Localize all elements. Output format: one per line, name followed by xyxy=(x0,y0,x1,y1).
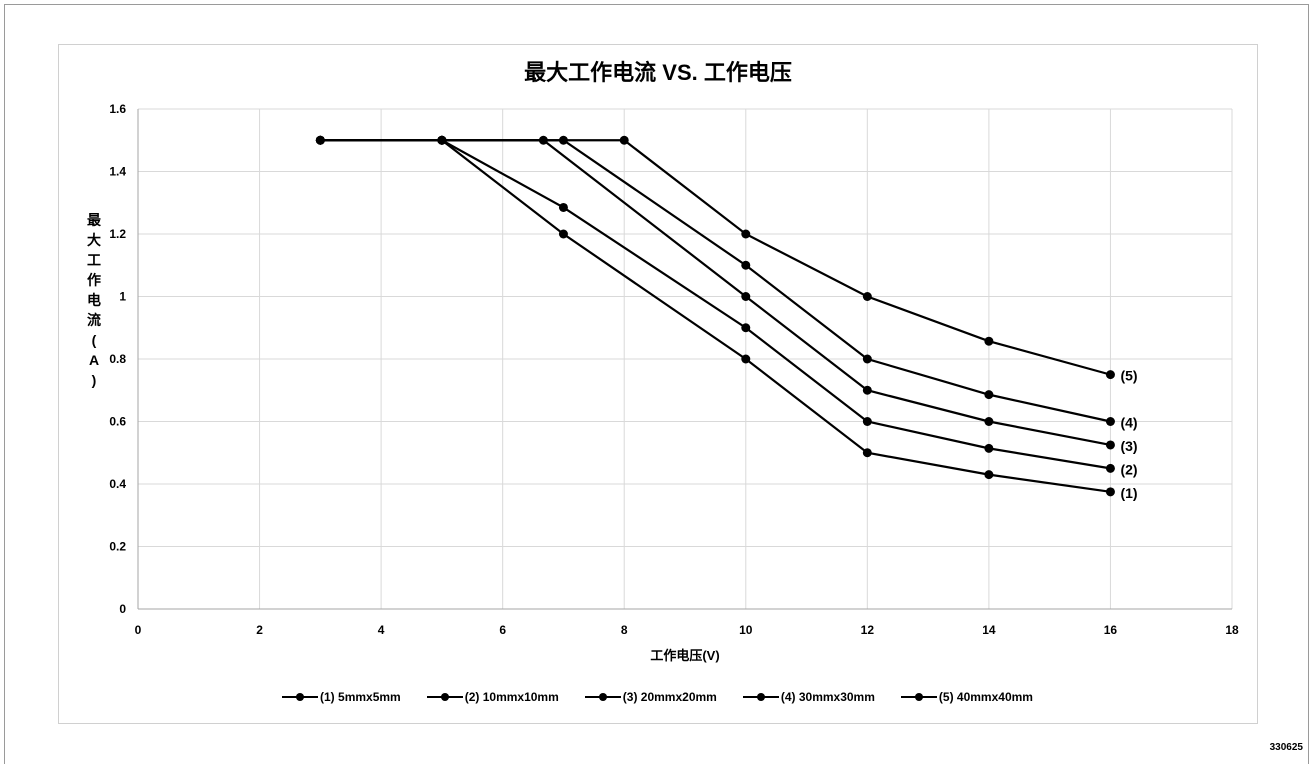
chart-area xyxy=(58,44,1258,724)
data-point xyxy=(862,417,872,426)
y-tick-label: 0 xyxy=(119,602,126,616)
x-tick-label: 0 xyxy=(135,623,142,637)
legend-label: (3) 20mmx20mm xyxy=(622,690,717,704)
y-tick-label: 0.6 xyxy=(109,415,126,429)
x-tick-label: 12 xyxy=(861,623,875,637)
x-tick-label: 18 xyxy=(1225,623,1239,637)
legend-swatch-marker xyxy=(756,693,765,701)
data-point xyxy=(984,443,994,453)
data-point xyxy=(619,135,629,145)
series-end-label: (4) xyxy=(1120,415,1137,431)
data-point xyxy=(1105,487,1115,497)
data-point xyxy=(558,202,568,212)
legend-item: (2) 10mmx10mm xyxy=(426,690,559,704)
document-number: 330625 xyxy=(1269,742,1303,753)
legend-item: (1) 5mmx5mm xyxy=(282,690,401,704)
legend-swatch-icon xyxy=(426,693,463,701)
y-axis-label: 最大工作电流(A) xyxy=(87,212,102,388)
data-point xyxy=(984,390,994,400)
x-tick-label: 10 xyxy=(739,623,753,637)
series-end-label: (5) xyxy=(1120,368,1137,384)
x-tick-label: 2 xyxy=(256,623,263,637)
data-point xyxy=(741,323,751,333)
legend-swatch-icon xyxy=(742,693,779,701)
y-tick-label: 0.2 xyxy=(109,540,126,554)
data-point xyxy=(1105,370,1115,380)
data-point xyxy=(1105,417,1115,426)
series-end-label: (3) xyxy=(1120,438,1137,454)
series-end-label: (1) xyxy=(1120,485,1137,501)
y-tick-label: 1.2 xyxy=(109,227,126,241)
x-tick-label: 6 xyxy=(499,623,506,637)
legend-swatch-marker xyxy=(296,693,305,701)
y-tick-label: 1.6 xyxy=(109,102,126,116)
legend-label: (5) 40mmx40mm xyxy=(938,690,1033,704)
data-point xyxy=(741,260,751,270)
data-point xyxy=(862,292,872,301)
series-line xyxy=(320,139,1111,423)
legend-swatch-marker xyxy=(914,693,923,701)
legend-swatch-marker xyxy=(598,693,607,701)
data-point xyxy=(315,135,325,145)
legend-label: (4) 30mmx30mm xyxy=(780,690,875,704)
y-tick-label: 0.4 xyxy=(109,477,126,491)
data-point xyxy=(862,354,872,364)
legend-label: (1) 5mmx5mm xyxy=(320,690,401,704)
chart-legend: (1) 5mmx5mm (2) 10mmx10mm (3) 20mmx20mm (4)… xyxy=(0,690,1315,704)
data-point xyxy=(741,229,751,239)
x-tick-label: 8 xyxy=(621,623,628,637)
series-end-label: (2) xyxy=(1120,461,1137,477)
legend-swatch-icon xyxy=(282,693,319,701)
data-point xyxy=(984,336,994,346)
data-point xyxy=(1105,440,1115,450)
legend-label: (2) 10mmx10mm xyxy=(464,690,559,704)
data-point xyxy=(741,354,751,364)
x-tick-label: 4 xyxy=(378,623,385,637)
y-tick-label: 1 xyxy=(119,290,126,304)
series-line xyxy=(320,139,1111,493)
page-frame xyxy=(4,4,1309,764)
chart-title: 最大工作电流 VS. 工作电压 xyxy=(524,60,792,85)
legend-item: (5) 40mmx40mm xyxy=(900,690,1033,704)
legend-item: (4) 30mmx30mm xyxy=(742,690,875,704)
legend-item: (3) 20mmx20mm xyxy=(584,690,717,704)
data-point xyxy=(984,470,994,480)
data-point xyxy=(984,417,994,426)
data-point xyxy=(741,292,751,301)
y-tick-label: 0.8 xyxy=(109,352,126,366)
x-tick-label: 16 xyxy=(1104,623,1118,637)
data-point xyxy=(558,229,568,239)
data-point xyxy=(862,385,872,395)
data-point xyxy=(862,448,872,458)
x-tick-label: 14 xyxy=(982,623,996,637)
data-point xyxy=(1105,463,1115,473)
series-line xyxy=(320,139,1111,447)
x-axis-label: 工作电压(V) xyxy=(650,648,719,663)
y-tick-label: 1.4 xyxy=(109,165,126,179)
legend-swatch-icon xyxy=(900,693,937,701)
data-point xyxy=(437,135,447,145)
legend-swatch-marker xyxy=(440,693,449,701)
legend-swatch-icon xyxy=(584,693,621,701)
